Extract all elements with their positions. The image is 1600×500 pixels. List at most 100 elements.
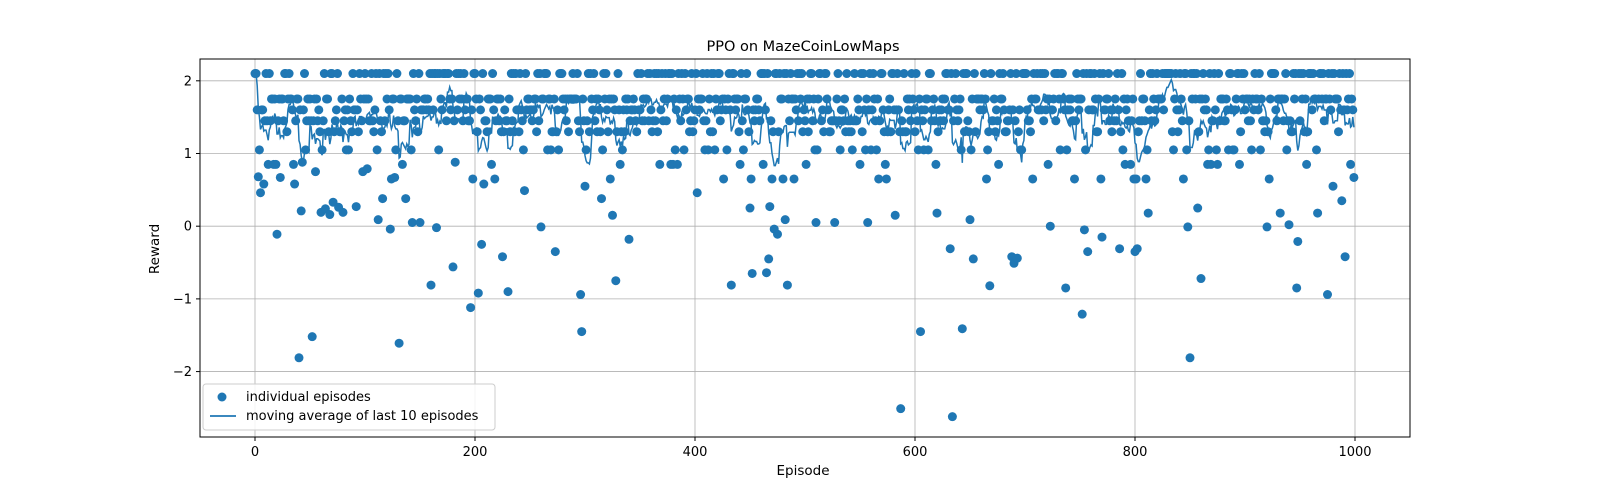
episode-point (1226, 69, 1236, 79)
episode-point (284, 69, 294, 79)
episode-point (767, 174, 777, 184)
episode-point (971, 127, 980, 137)
episode-point (1116, 127, 1126, 137)
episode-point (908, 94, 918, 104)
episode-point (1104, 69, 1114, 79)
episode-point (1024, 116, 1034, 126)
episode-point (832, 94, 842, 104)
episode-point (1275, 208, 1285, 218)
episode-point (575, 127, 584, 137)
episode-point (1230, 105, 1240, 115)
episode-point (777, 94, 787, 104)
episode-point (1231, 94, 1241, 104)
episode-point (918, 116, 928, 126)
episode-point (571, 94, 581, 104)
episode-point (254, 145, 264, 155)
episode-point (598, 145, 608, 155)
episode-point (432, 223, 441, 233)
x-tick-label: 1000 (1338, 445, 1371, 460)
episode-point (1065, 105, 1075, 115)
episode-point (980, 94, 990, 104)
episode-point (251, 69, 261, 79)
episode-point (609, 94, 619, 104)
episode-point (572, 69, 582, 79)
episode-point (1235, 159, 1244, 169)
episode-point (1022, 105, 1032, 115)
episode-point (812, 145, 822, 155)
episode-point (755, 116, 765, 126)
episode-point (444, 69, 454, 79)
episode-point (391, 145, 401, 155)
episode-point (473, 288, 483, 298)
episode-point (762, 268, 771, 278)
episode-point (615, 159, 625, 169)
episode-point (1200, 94, 1210, 104)
episode-point (542, 69, 551, 79)
episode-point (476, 105, 485, 115)
episode-point (1272, 116, 1282, 126)
episode-point (877, 69, 887, 79)
episode-point (655, 159, 665, 169)
episode-point (1094, 94, 1104, 104)
episode-point (697, 94, 707, 104)
episode-point (763, 69, 773, 79)
episode-point (564, 127, 573, 137)
episode-point (363, 94, 373, 104)
episode-point (847, 145, 857, 155)
episode-point (1236, 127, 1246, 137)
episode-point (1247, 145, 1257, 155)
episode-point (873, 94, 883, 104)
episode-point (319, 69, 329, 79)
episode-point (1144, 105, 1154, 115)
episode-point (470, 69, 480, 79)
episode-point (1051, 116, 1061, 126)
episode-point (1270, 69, 1280, 79)
episode-point (894, 105, 903, 115)
episode-point (680, 69, 690, 79)
episode-point (880, 159, 890, 169)
episode-point (1178, 174, 1188, 184)
episode-point (901, 127, 911, 137)
episode-point (990, 127, 1000, 137)
episode-point (315, 127, 325, 137)
episode-point (608, 210, 617, 220)
chart-title: PPO on MazeCoinLowMaps (706, 39, 899, 55)
episode-point (593, 94, 603, 104)
episode-point (559, 105, 569, 115)
episode-point (494, 116, 504, 126)
episode-point (1128, 94, 1138, 104)
episode-point (500, 105, 510, 115)
episode-point (653, 127, 663, 137)
plot-area: 0 200 400 600 800 1000 −2 −1 0 1 2 (173, 58, 1411, 460)
episode-point (885, 94, 895, 104)
episode-point (1076, 94, 1086, 104)
episode-point (897, 116, 907, 126)
episode-point (1118, 145, 1128, 155)
episode-point (628, 94, 638, 104)
episode-point (1303, 127, 1313, 137)
episode-point (737, 116, 747, 126)
episode-point (362, 164, 372, 174)
episode-point (605, 174, 615, 184)
episode-point (672, 159, 682, 169)
episode-point (1096, 174, 1106, 184)
moving-average-line (255, 72, 1355, 167)
episode-point (857, 127, 867, 137)
episode-point (383, 69, 393, 79)
episode-point (1253, 105, 1263, 115)
episode-point (1246, 116, 1255, 126)
episode-point (1220, 116, 1230, 126)
legend-label-scatter: individual episodes (246, 390, 371, 405)
episode-point (823, 105, 833, 115)
episode-point (1198, 69, 1208, 79)
episode-point (840, 94, 850, 104)
episode-point (426, 280, 436, 290)
episode-point (663, 94, 672, 104)
episode-point (459, 69, 469, 79)
episode-point (323, 94, 333, 104)
episode-point (405, 94, 415, 104)
episode-point (719, 174, 729, 184)
episode-point (738, 145, 748, 155)
episode-point (671, 105, 681, 115)
episode-point (588, 105, 598, 115)
